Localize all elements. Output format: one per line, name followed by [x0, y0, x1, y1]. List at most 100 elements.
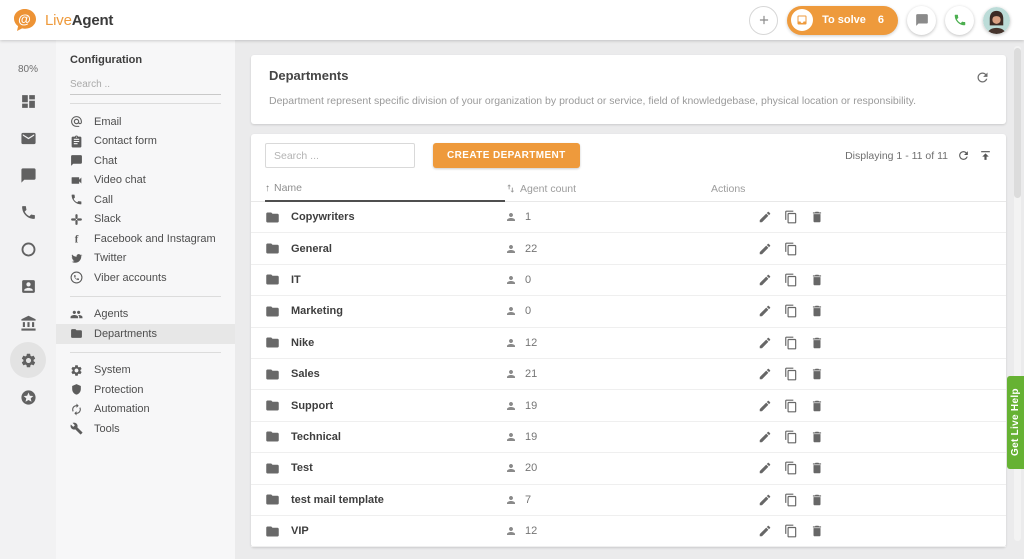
edit-button[interactable]: [755, 396, 775, 416]
sidebar-item[interactable]: Protection: [56, 380, 235, 400]
copy-button[interactable]: [781, 333, 801, 353]
person-icon: [505, 494, 517, 506]
delete-button[interactable]: [807, 270, 827, 290]
sidebar-item[interactable]: Twitter: [56, 249, 235, 269]
edit-button[interactable]: [755, 207, 775, 227]
copy-button[interactable]: [781, 458, 801, 478]
create-department-button[interactable]: CREATE DEPARTMENT: [433, 143, 580, 168]
agent-count-cell: 19: [505, 400, 711, 412]
sidebar-item[interactable]: Call: [56, 190, 235, 210]
sidebar-item-icon: [70, 403, 83, 416]
delete-button[interactable]: [807, 301, 827, 321]
department-name: General: [291, 242, 332, 255]
edit-button[interactable]: [755, 301, 775, 321]
sidebar-item[interactable]: Email: [56, 112, 235, 132]
sidebar-item[interactable]: Slack: [56, 210, 235, 230]
agent-count-cell: 21: [505, 368, 711, 380]
mail-icon: [20, 130, 37, 147]
agent-count: 20: [525, 462, 538, 475]
scrollbar-thumb[interactable]: [1014, 48, 1021, 198]
sidebar-item-label: System: [94, 364, 131, 377]
rail-tickets-button[interactable]: [19, 129, 37, 147]
delete-button[interactable]: [807, 207, 827, 227]
delete-button[interactable]: [807, 364, 827, 384]
phone-status-button[interactable]: [945, 5, 974, 35]
sidebar-item[interactable]: Contact form: [56, 132, 235, 152]
departments-table-card: CREATE DEPARTMENT Displaying 1 - 11 of 1…: [251, 134, 1006, 548]
trash-icon: [810, 367, 824, 381]
table-row: Support 19: [251, 390, 1006, 422]
avatar-image: [983, 6, 1010, 34]
edit-button[interactable]: [755, 364, 775, 384]
edit-button[interactable]: [755, 458, 775, 478]
sidebar-item[interactable]: Agents: [56, 305, 235, 325]
rail-configuration-button[interactable]: [10, 342, 46, 378]
edit-button[interactable]: [755, 270, 775, 290]
scroll-to-top-button[interactable]: [979, 149, 992, 162]
reload-list-button[interactable]: [957, 149, 970, 162]
copy-button[interactable]: [781, 396, 801, 416]
copy-button[interactable]: [781, 490, 801, 510]
sidebar-item[interactable]: Viber accounts: [56, 268, 235, 288]
delete-button[interactable]: [807, 427, 827, 447]
add-button[interactable]: [749, 5, 779, 35]
rail-billing-button[interactable]: [19, 314, 37, 332]
refresh-button[interactable]: [975, 70, 990, 85]
rail-gamification-button[interactable]: [19, 388, 37, 406]
copy-button[interactable]: [781, 239, 801, 259]
column-header-agent-count[interactable]: Agent count: [505, 176, 711, 201]
edit-button[interactable]: [755, 427, 775, 447]
delete-button[interactable]: [807, 333, 827, 353]
sidebar-item[interactable]: System: [56, 361, 235, 381]
copy-button[interactable]: [781, 364, 801, 384]
delete-button[interactable]: [807, 521, 827, 541]
delete-button[interactable]: [807, 458, 827, 478]
sidebar-search-input[interactable]: [70, 75, 221, 95]
scrollbar-track[interactable]: [1014, 46, 1021, 541]
rail-online-button[interactable]: [19, 240, 37, 258]
edit-button[interactable]: [755, 521, 775, 541]
department-name: IT: [291, 273, 301, 286]
delete-button[interactable]: [807, 396, 827, 416]
copy-button[interactable]: [781, 301, 801, 321]
sidebar-item[interactable]: Chat: [56, 151, 235, 171]
table-header: ↑ Name Agent count Actions: [251, 176, 1006, 202]
pencil-icon: [758, 461, 772, 475]
copy-button[interactable]: [781, 270, 801, 290]
edit-button[interactable]: [755, 490, 775, 510]
search-input[interactable]: [265, 143, 415, 168]
agent-count-cell: 7: [505, 494, 711, 506]
agent-count-cell: 0: [505, 274, 711, 286]
folder-icon: [265, 492, 280, 507]
folder-icon: [265, 461, 280, 476]
edit-button[interactable]: [755, 239, 775, 259]
to-solve-button[interactable]: To solve 6: [787, 5, 898, 35]
sidebar-item[interactable]: Facebook and Instagram: [56, 229, 235, 249]
person-icon: [505, 400, 517, 412]
sidebar-item[interactable]: Video chat: [56, 171, 235, 191]
edit-button[interactable]: [755, 333, 775, 353]
chat-status-button[interactable]: [907, 5, 936, 35]
rail-dashboard-button[interactable]: [19, 92, 37, 110]
sidebar-item[interactable]: Tools: [56, 419, 235, 439]
rail-calls-button[interactable]: [19, 203, 37, 221]
sidebar-item[interactable]: Departments: [56, 324, 235, 344]
user-avatar[interactable]: [983, 6, 1010, 34]
rail-chats-button[interactable]: [19, 166, 37, 184]
pencil-icon: [758, 210, 772, 224]
copy-icon: [784, 367, 798, 381]
copy-button[interactable]: [781, 207, 801, 227]
brand-name: LiveAgent: [45, 11, 114, 29]
copy-button[interactable]: [781, 521, 801, 541]
rail-customers-button[interactable]: [19, 277, 37, 295]
agent-count: 19: [525, 399, 538, 412]
get-live-help-tab[interactable]: Get Live Help: [1007, 376, 1024, 469]
sidebar-item-label: Email: [94, 115, 122, 128]
delete-button[interactable]: [807, 490, 827, 510]
trash-icon: [810, 399, 824, 413]
sidebar-item[interactable]: Automation: [56, 400, 235, 420]
person-icon: [505, 243, 517, 255]
main-content: Departments Department represent specifi…: [235, 40, 1024, 559]
column-header-name[interactable]: ↑ Name: [265, 177, 505, 202]
copy-button[interactable]: [781, 427, 801, 447]
